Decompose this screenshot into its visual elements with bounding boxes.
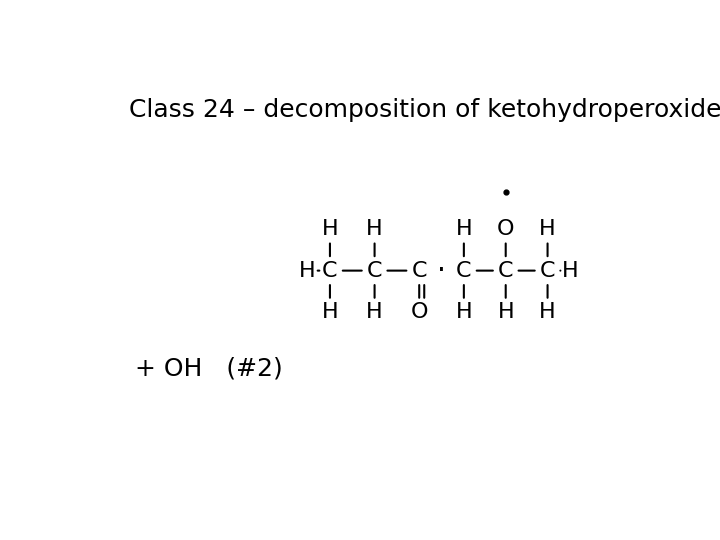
Text: O: O <box>497 219 515 239</box>
Text: H: H <box>562 261 578 281</box>
Text: H: H <box>539 219 556 239</box>
Text: C: C <box>498 261 513 281</box>
Text: C: C <box>366 261 382 281</box>
Text: C: C <box>411 261 427 281</box>
Text: H: H <box>498 302 514 322</box>
Text: H: H <box>322 302 338 322</box>
Text: H: H <box>366 219 383 239</box>
Text: Class 24 – decomposition of ketohydroperoxide: Class 24 – decomposition of ketohydroper… <box>129 98 720 122</box>
Text: ·: · <box>437 256 446 285</box>
Text: + OH   (#2): + OH (#2) <box>135 356 282 380</box>
Text: H: H <box>456 219 472 239</box>
Text: C: C <box>456 261 472 281</box>
Text: C: C <box>540 261 555 281</box>
Text: H: H <box>322 219 338 239</box>
Text: H: H <box>539 302 556 322</box>
Text: H: H <box>456 302 472 322</box>
Text: O: O <box>410 302 428 322</box>
Text: H: H <box>366 302 383 322</box>
Text: H: H <box>300 261 316 281</box>
Text: C: C <box>322 261 338 281</box>
